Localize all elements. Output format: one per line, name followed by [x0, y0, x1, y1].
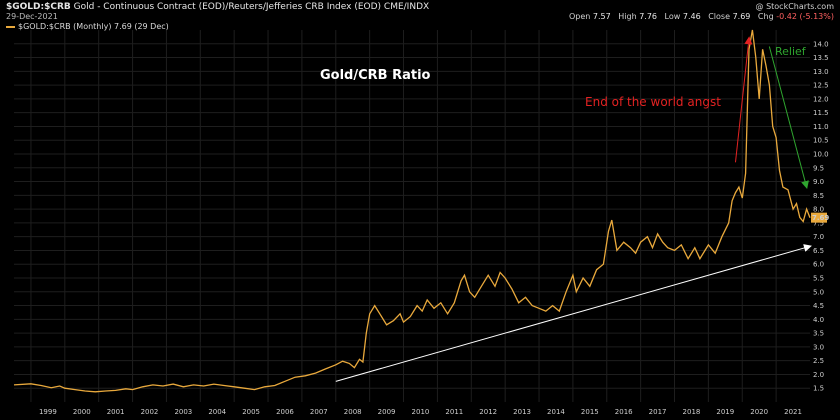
symbol-label: $GOLD:$CRB	[6, 2, 71, 12]
y-tick-label: 8.5	[813, 192, 824, 200]
y-tick-label: 11.0	[813, 123, 829, 131]
y-tick-label: 1.5	[813, 385, 824, 393]
chart-date: 29-Dec-2021	[6, 12, 58, 21]
x-tick-label: 2009	[378, 408, 396, 416]
close-value: 7.69	[732, 12, 751, 21]
x-tick-label: 2012	[479, 408, 497, 416]
green-annotation: Relief	[775, 45, 807, 58]
high-label: High	[618, 12, 637, 21]
open-value: 7.57	[592, 12, 611, 21]
y-tick-label: 9.5	[813, 164, 824, 172]
x-tick-label: 2020	[750, 408, 768, 416]
close-label: Close	[708, 12, 731, 21]
x-tick-label: 2018	[683, 408, 701, 416]
x-tick-label: 2013	[513, 408, 531, 416]
y-tick-label: 13.5	[813, 54, 829, 62]
y-tick-label: 3.0	[813, 343, 824, 351]
y-tick-label: 4.5	[813, 302, 824, 310]
high-value: 7.76	[639, 12, 657, 21]
x-tick-label: 2016	[615, 408, 633, 416]
legend-label: $GOLD:$CRB (Monthly) 7.69 (29 Dec)	[18, 22, 169, 31]
y-tick-label: 2.0	[813, 371, 824, 379]
low-label: Low	[664, 12, 681, 21]
x-tick-label: 2019	[716, 408, 734, 416]
last-value-label: 7.69	[812, 214, 829, 222]
y-tick-label: 13.0	[813, 68, 829, 76]
y-tick-label: 9.0	[813, 178, 824, 186]
low-value: 7.46	[682, 12, 701, 21]
series-legend: $GOLD:$CRB (Monthly) 7.69 (29 Dec)	[6, 22, 169, 31]
x-tick-label: 2010	[412, 408, 430, 416]
y-tick-label: 6.5	[813, 247, 824, 255]
x-tick-label: 1999	[39, 408, 57, 416]
x-tick-label: 2011	[445, 408, 463, 416]
green-arrow	[768, 46, 809, 189]
y-tick-label: 4.0	[813, 316, 824, 324]
chg-label: Chg	[757, 12, 774, 21]
chart-title: Gold/CRB Ratio	[320, 68, 431, 83]
x-tick-label: 2017	[649, 408, 667, 416]
y-tick-label: 3.5	[813, 330, 824, 338]
y-tick-label: 12.5	[813, 82, 829, 90]
x-tick-label: 2002	[141, 408, 159, 416]
x-tick-label: 2005	[242, 408, 260, 416]
y-tick-label: 7.0	[813, 233, 824, 241]
x-tick-label: 2004	[208, 408, 226, 416]
x-tick-label: 2014	[547, 408, 565, 416]
open-label: Open	[568, 12, 591, 21]
x-tick-label: 2008	[344, 408, 362, 416]
y-axis: 1.5 2.0 2.5 3.0 3.5 4.0 4.5 5.0 5.5 6.0 6.5 7.0 7.5 8…	[14, 40, 829, 393]
y-tick-label: 12.0	[813, 95, 829, 103]
red-arrow	[734, 36, 753, 163]
x-tick-label: 2003	[174, 408, 192, 416]
gold-crb-ratio-line	[13, 29, 811, 393]
stockcharts-brand: @ StockCharts.com	[755, 2, 834, 11]
y-tick-label: 10.5	[813, 137, 829, 145]
x-tick-label: 2006	[276, 408, 294, 416]
y-tick-label: 5.5	[813, 275, 824, 283]
ohlc-readout: Open 7.57 High 7.76 Low 7.46 Close 7.69 …	[564, 12, 834, 21]
symbol-description: Gold - Continuous Contract (EOD)/Reuters…	[73, 2, 430, 12]
x-tick-label: 2000	[73, 408, 91, 416]
x-tick-label: 2015	[581, 408, 599, 416]
legend-swatch	[6, 25, 15, 28]
y-tick-label: 5.0	[813, 288, 824, 296]
x-axis: 1999 2000 2001 2002 2003 2004 2005 2006 2007 2008…	[30, 30, 802, 416]
red-annotation: End of the world angst	[585, 95, 721, 109]
y-tick-label: 6.0	[813, 261, 824, 269]
x-tick-label: 2001	[107, 408, 125, 416]
x-tick-label: 2021	[784, 408, 802, 416]
y-tick-label: 8.0	[813, 206, 824, 214]
x-tick-label: 2007	[310, 408, 328, 416]
y-tick-label: 2.5	[813, 357, 824, 365]
chg-value: -0.42 (-5.13%)	[776, 12, 834, 21]
last-value-box	[811, 212, 827, 223]
support-trendline	[335, 244, 812, 382]
y-tick-label: 7.5	[813, 219, 824, 227]
y-tick-label: 14.0	[813, 40, 829, 48]
y-tick-label: 10.0	[813, 151, 829, 159]
y-tick-label: 11.5	[813, 109, 829, 117]
chart-header-title: $GOLD:$CRB Gold - Continuous Contract (E…	[6, 2, 429, 12]
